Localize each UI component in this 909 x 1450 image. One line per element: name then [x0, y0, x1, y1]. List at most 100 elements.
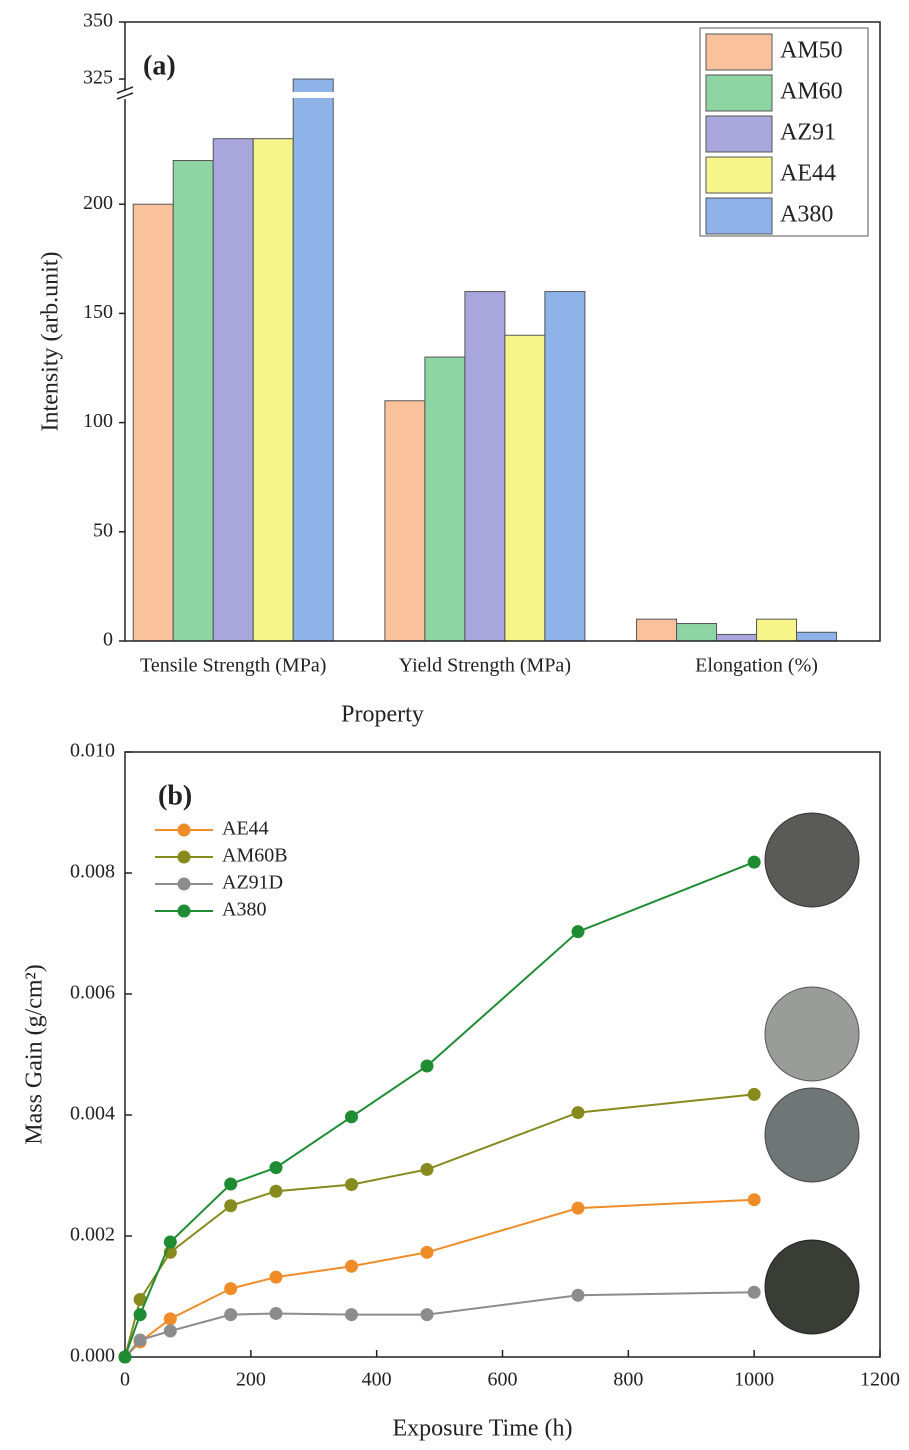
legend: AM50 AM60 AZ91 AE44 A380: [700, 28, 868, 236]
y-tick-label: 0.002: [70, 1224, 115, 1246]
point: [748, 1193, 761, 1206]
x-tick-label: 200: [236, 1369, 266, 1391]
legend-label: AE44: [222, 818, 269, 840]
sample-photo: [765, 813, 859, 907]
bar: [253, 139, 293, 641]
plot-frame: [125, 752, 880, 1357]
legend-swatch: [706, 34, 772, 70]
bar: [505, 335, 545, 641]
legend-label: AM60B: [222, 845, 288, 867]
series-line: [125, 1292, 754, 1357]
figure: 0 50 100 150 200 325 350 Tensile Strength (MPa)…: [0, 0, 909, 1450]
y-tick-label: 200: [83, 192, 113, 214]
legend-label: AE44: [780, 161, 836, 187]
point: [224, 1177, 237, 1190]
point: [119, 1351, 132, 1364]
x-tick-label: 400: [362, 1369, 392, 1391]
legend-marker: [178, 878, 191, 891]
point: [270, 1271, 283, 1284]
bar: [425, 357, 465, 641]
x-tick-label: Tensile Strength (MPa): [140, 655, 326, 677]
point: [270, 1185, 283, 1198]
bar: [293, 79, 333, 641]
point: [164, 1236, 177, 1249]
y-tick-label: 325: [83, 67, 113, 89]
point: [345, 1308, 358, 1321]
point: [164, 1324, 177, 1337]
point: [572, 1289, 585, 1302]
bar: [717, 634, 757, 641]
point: [572, 1202, 585, 1215]
series-line: [125, 1200, 754, 1357]
point: [224, 1308, 237, 1321]
sample-photo: [765, 1088, 859, 1182]
bar: [385, 401, 425, 641]
bar: [757, 619, 797, 641]
point: [345, 1110, 358, 1123]
y-axis-label: Mass Gain (g/cm²): [22, 964, 48, 1145]
y-tick-label: 0.000: [70, 1345, 115, 1367]
sample-photo: [765, 987, 859, 1081]
bar: [173, 161, 213, 641]
point: [270, 1307, 283, 1320]
panel-label: (b): [158, 780, 192, 811]
series-line: [125, 862, 754, 1357]
legend-marker: [178, 905, 191, 918]
legend-label: A380: [222, 899, 266, 921]
point: [748, 1286, 761, 1299]
bar: [797, 632, 837, 641]
x-tick-label: 600: [488, 1369, 518, 1391]
legend-label: AM60: [780, 79, 843, 105]
legend-swatch: [706, 198, 772, 234]
point: [572, 925, 585, 938]
point: [421, 1059, 434, 1072]
point: [572, 1106, 585, 1119]
y-tick-label: 350: [83, 10, 113, 32]
y-axis-label: Intensity (arb.unit): [38, 252, 64, 432]
bar: [133, 204, 173, 641]
point: [345, 1260, 358, 1273]
bar: [677, 624, 717, 641]
bar: [213, 139, 253, 641]
point: [748, 856, 761, 869]
point: [748, 1088, 761, 1101]
legend-marker: [178, 824, 191, 837]
point: [224, 1199, 237, 1212]
x-axis-label: Property: [341, 702, 424, 728]
x-tick-label: 0: [120, 1369, 130, 1391]
legend-label: AZ91D: [222, 872, 283, 894]
sample-photos: [765, 813, 859, 1334]
legend-marker: [178, 851, 191, 864]
point: [421, 1308, 434, 1321]
y-tick-label: 0.006: [70, 982, 115, 1004]
x-axis-label: Exposure Time (h): [393, 1416, 573, 1442]
y-tick-label: 0.004: [70, 1103, 115, 1125]
bar: [545, 292, 585, 641]
sample-photo: [765, 1240, 859, 1334]
legend-swatch: [706, 116, 772, 152]
point: [345, 1178, 358, 1191]
x-tick-label: Elongation (%): [695, 655, 818, 677]
legend-label: A380: [780, 202, 833, 228]
y-tick-label: 0.008: [70, 861, 115, 883]
y-tick-label: 0: [103, 629, 113, 651]
x-tick-label: Yield Strength (MPa): [399, 655, 571, 677]
x-tick-label: 1000: [734, 1369, 774, 1391]
x-tick-label: 1200: [860, 1369, 900, 1391]
legend-label: AZ91: [780, 120, 836, 146]
point: [421, 1246, 434, 1259]
point: [164, 1312, 177, 1325]
point: [421, 1163, 434, 1176]
y-tick-label: 150: [83, 301, 113, 323]
point: [270, 1161, 283, 1174]
point: [224, 1282, 237, 1295]
panel-label: (a): [143, 50, 176, 81]
x-tick-label: 800: [613, 1369, 643, 1391]
y-tick-label: 100: [83, 410, 113, 432]
legend-swatch: [706, 157, 772, 193]
legend-swatch: [706, 75, 772, 111]
y-tick-label: 50: [93, 519, 113, 541]
bar: [465, 292, 505, 641]
point: [134, 1308, 147, 1321]
legend-label: AM50: [780, 38, 843, 64]
